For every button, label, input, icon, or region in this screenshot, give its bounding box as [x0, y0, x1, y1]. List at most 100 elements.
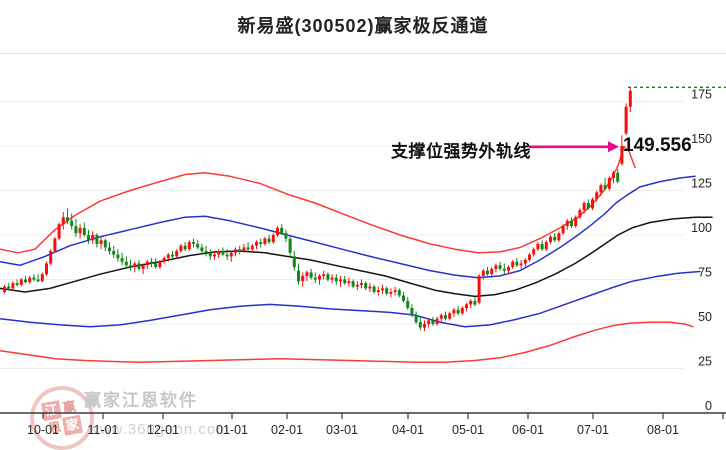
- candle-body: [351, 281, 355, 287]
- candle-body: [477, 275, 481, 303]
- y-tick-label: 175: [691, 88, 712, 102]
- candle-body: [305, 272, 309, 276]
- candle-body: [179, 245, 183, 251]
- candle-body: [465, 304, 468, 308]
- y-tick-label: 150: [691, 132, 712, 146]
- candle-body: [49, 251, 53, 264]
- candle-body: [607, 178, 611, 189]
- candle-body: [389, 292, 393, 294]
- candle-body: [364, 283, 368, 289]
- candle-body: [414, 315, 418, 323]
- candle-body: [137, 263, 141, 269]
- page-title: 新易盛(300502)赢家极反通道: [237, 16, 489, 36]
- y-tick-label: 25: [698, 355, 712, 369]
- candle-body: [402, 295, 405, 301]
- candle-body: [511, 261, 515, 267]
- candle-body: [339, 279, 342, 282]
- candle-body: [460, 308, 464, 314]
- candle-body: [91, 235, 95, 241]
- candle-body: [536, 243, 540, 250]
- candle-body: [452, 309, 456, 314]
- candle-body: [234, 249, 237, 253]
- candle-body: [133, 263, 137, 268]
- y-tick-label: 50: [698, 310, 712, 324]
- candle-body: [406, 300, 410, 308]
- candle-body: [108, 247, 111, 252]
- candle-body: [418, 322, 422, 328]
- candle-body: [507, 267, 510, 271]
- candle-body: [376, 290, 380, 292]
- candle-body: [612, 172, 615, 178]
- candle-body: [40, 274, 44, 282]
- candle-body: [410, 308, 414, 316]
- candle-body: [187, 242, 191, 250]
- channel-line-red_lower: [0, 321, 694, 364]
- candle-body: [15, 283, 19, 285]
- title-divider: [0, 53, 726, 54]
- candle-body: [28, 277, 32, 283]
- candle-body: [334, 277, 338, 282]
- candle-body: [519, 263, 523, 266]
- x-tick-label: 08-01: [647, 423, 679, 437]
- candle-body: [456, 309, 460, 314]
- candle-body: [439, 315, 443, 319]
- channel-line-black_mid: [0, 216, 713, 298]
- candle-body: [586, 203, 590, 209]
- candle-body: [11, 283, 15, 289]
- candle-body: [515, 261, 519, 266]
- candle-body: [628, 90, 632, 107]
- y-tick-label: 0: [705, 399, 712, 413]
- candle-body: [292, 256, 296, 268]
- candle-body: [486, 270, 489, 275]
- candle-body: [347, 281, 351, 284]
- candle-body: [271, 235, 275, 243]
- candle-body: [322, 274, 326, 276]
- candle-body: [7, 286, 11, 289]
- candle-body: [276, 227, 279, 235]
- candle-body: [355, 284, 359, 287]
- x-tick-label: 07-01: [577, 423, 609, 437]
- channel-line-blue_lower: [0, 270, 701, 328]
- candle-body: [196, 243, 200, 248]
- candle-body: [208, 252, 212, 257]
- watermark-brand-text: 赢家江恩软件: [84, 391, 198, 410]
- candle-body: [112, 251, 116, 255]
- candle-body: [24, 279, 27, 283]
- candle-body: [393, 290, 397, 292]
- candle-body: [74, 226, 78, 234]
- candle-body: [116, 254, 120, 259]
- candle-body: [70, 220, 74, 227]
- candle-body: [397, 290, 401, 296]
- candle-body: [154, 263, 158, 268]
- candle-body: [343, 279, 347, 284]
- candle-body: [221, 251, 225, 255]
- candle-body: [242, 247, 246, 252]
- y-tick-label: 75: [698, 266, 712, 280]
- candle-body: [3, 286, 6, 292]
- x-tick-label: 06-01: [512, 423, 544, 437]
- candle-body: [229, 252, 233, 257]
- candle-body: [120, 258, 124, 262]
- candle-body: [595, 192, 599, 200]
- candle-body: [166, 254, 170, 259]
- watermark-url-text: www.360gann.com: [88, 421, 230, 438]
- candle-body: [565, 220, 569, 227]
- candle-body: [578, 210, 582, 218]
- candle-body: [204, 251, 208, 253]
- candle-body: [267, 238, 271, 243]
- candle-body: [263, 238, 267, 244]
- candle-body: [78, 227, 82, 234]
- candle-body: [368, 286, 372, 289]
- candle-body: [544, 242, 548, 250]
- candle-body: [259, 242, 263, 244]
- channel-line-blue_upper: [0, 175, 696, 279]
- candle-body: [490, 268, 494, 275]
- candle-body: [150, 261, 153, 264]
- x-tick-label: 05-01: [452, 423, 484, 437]
- candle-body: [574, 217, 578, 227]
- y-tick-label: 100: [691, 221, 712, 235]
- candle-body: [616, 172, 620, 182]
- candle-body: [213, 254, 216, 257]
